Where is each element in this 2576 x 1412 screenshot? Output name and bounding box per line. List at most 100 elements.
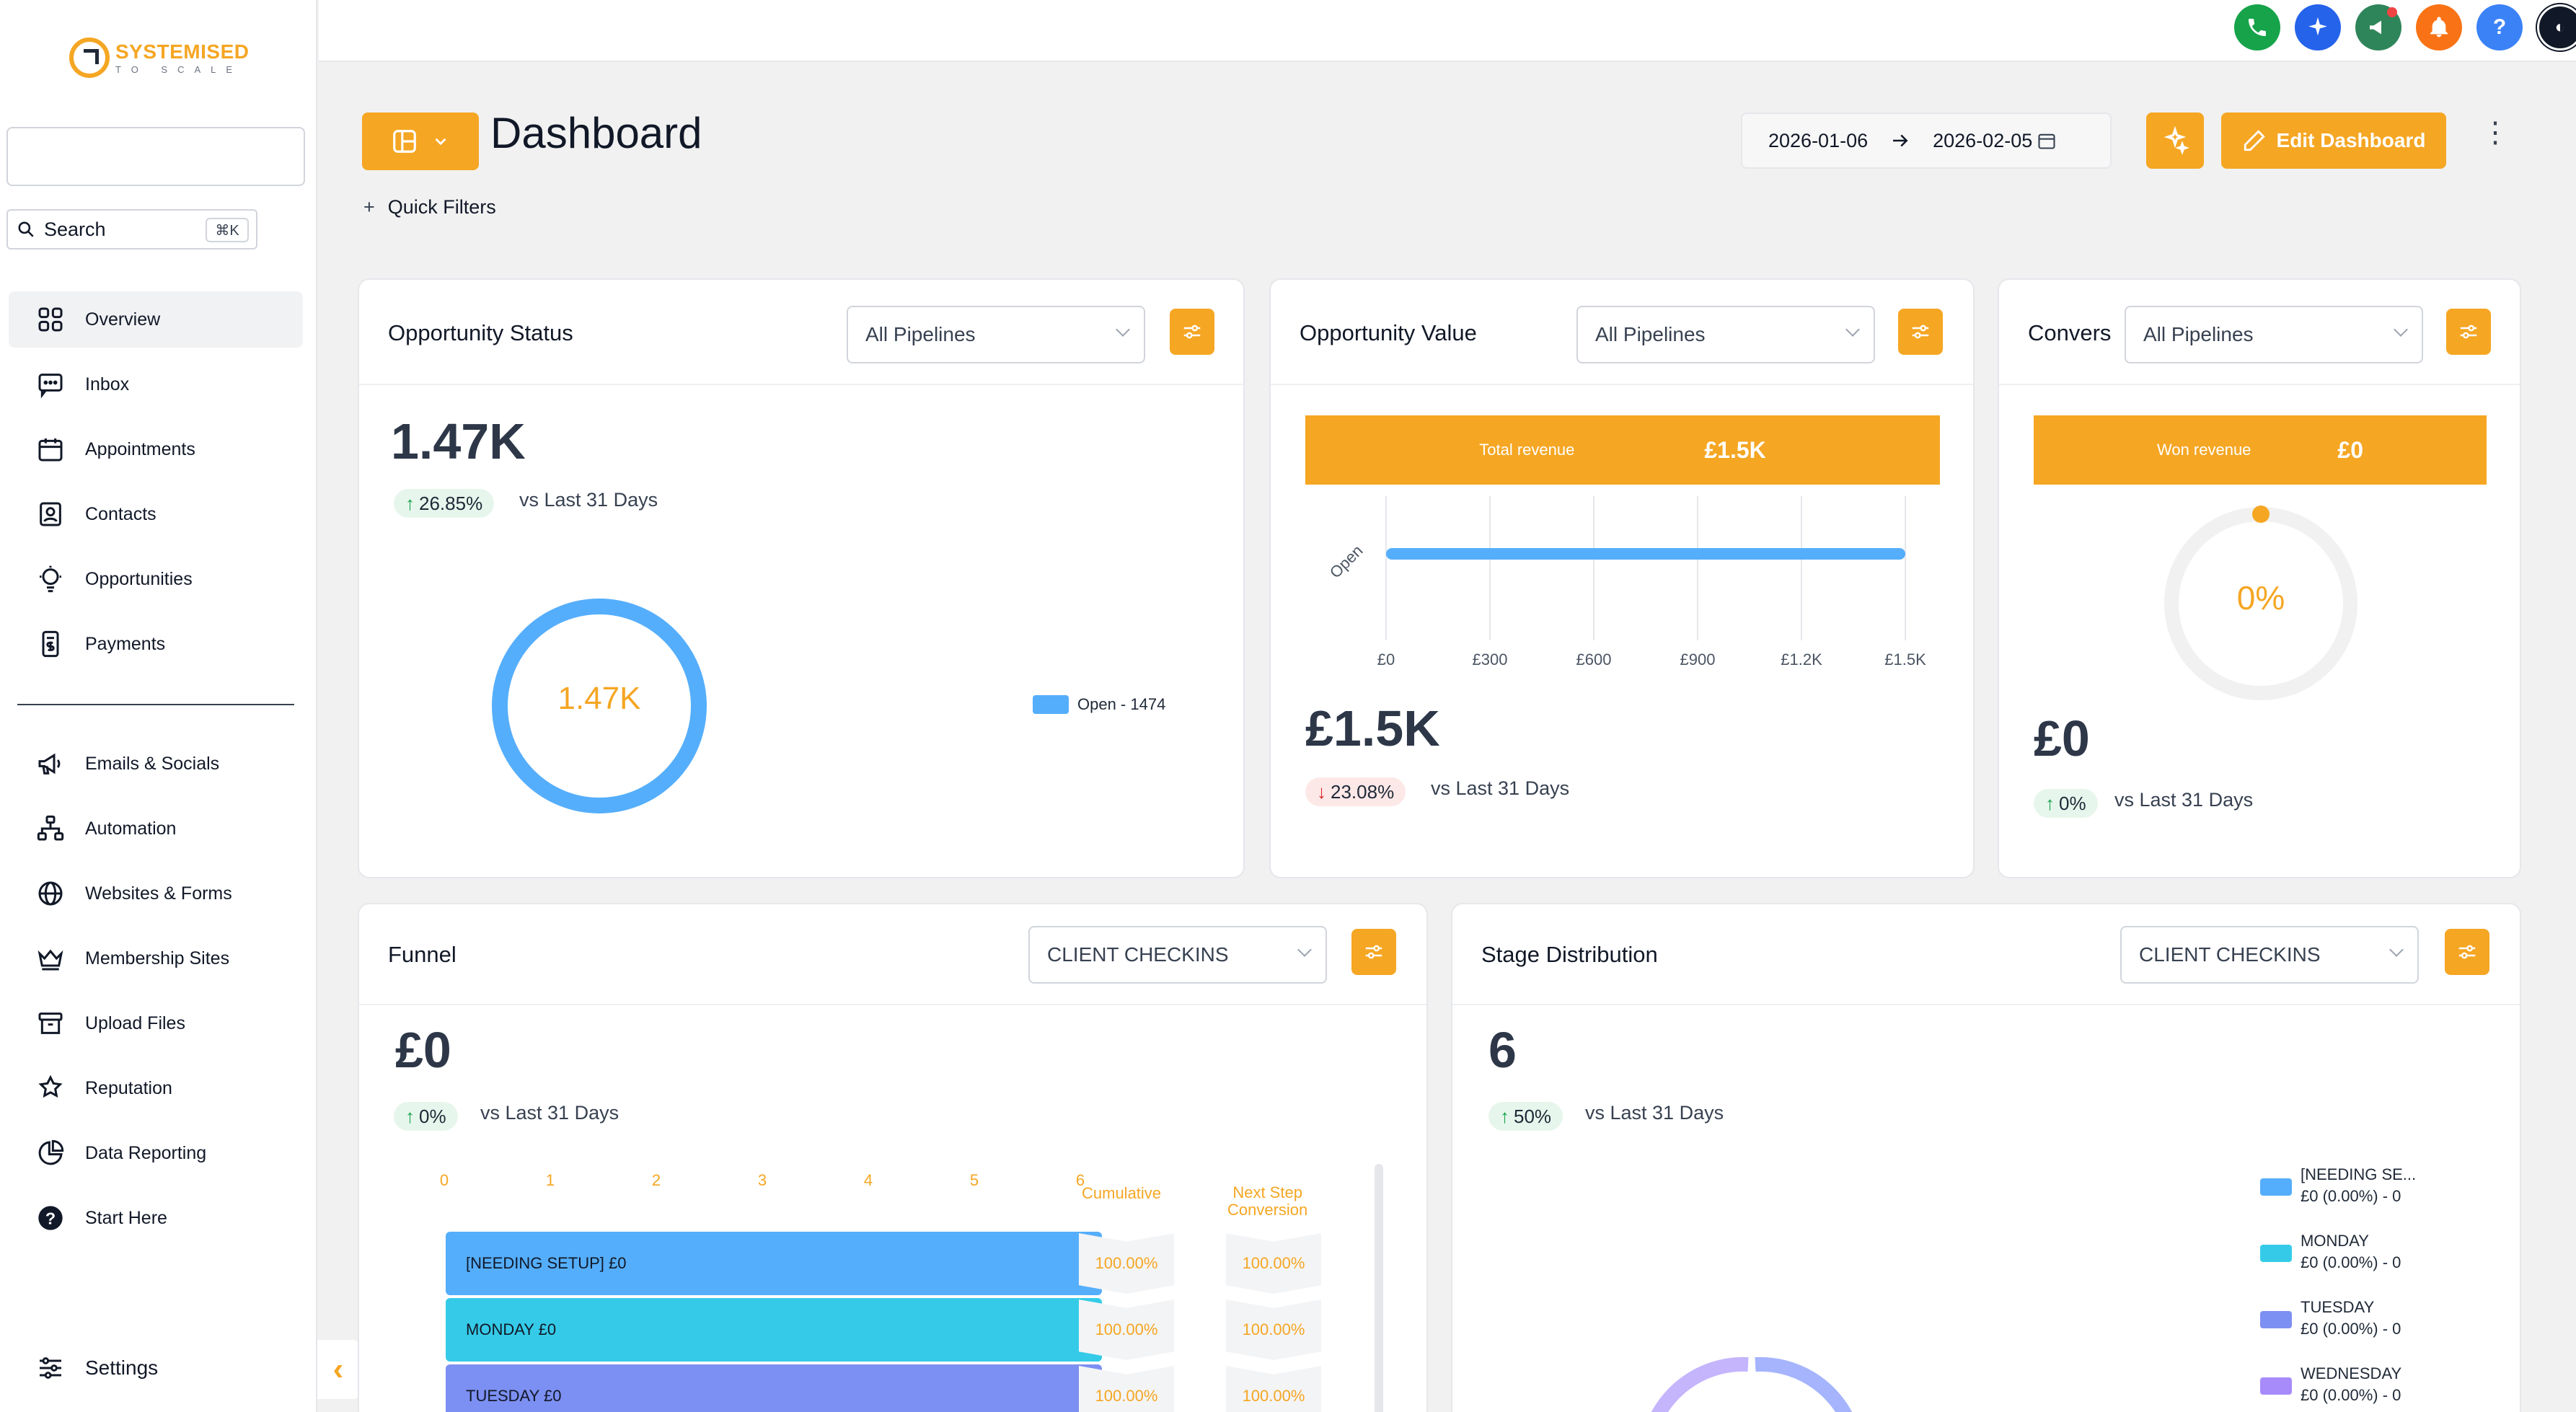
sidebar-item-label: Upload Files — [85, 1012, 185, 1033]
sidebar-item-overview[interactable]: Overview — [9, 291, 303, 348]
quick-filters-button[interactable]: + Quick Filters — [363, 196, 496, 219]
chevron-down-icon — [2389, 943, 2404, 957]
sidebar-item-automation[interactable]: Automation — [9, 800, 303, 857]
card-settings-button[interactable] — [2446, 309, 2491, 355]
sidebar-item-reputation[interactable]: Reputation — [9, 1060, 303, 1116]
legend-series-value: £0 (0.00%) - 0 — [2301, 1186, 2401, 1205]
funnel-bar[interactable]: TUESDAY £0 — [446, 1364, 1102, 1412]
legend-label[interactable]: WEDNESDAY £0 (0.00%) - 0 — [2301, 1363, 2401, 1406]
x-tick-label: 2 — [651, 1171, 661, 1189]
x-tick-label: 1 — [545, 1171, 555, 1189]
notifications-button[interactable] — [2416, 4, 2462, 50]
sidebar-item-label: Appointments — [85, 438, 195, 459]
change-value: 23.08% — [1331, 780, 1395, 803]
sidebar-item-payments[interactable]: Payments — [9, 616, 303, 672]
sidebar-item-opportunities[interactable]: Opportunities — [9, 551, 303, 607]
search-icon — [18, 221, 34, 237]
pipeline-select[interactable]: All Pipelines — [1576, 306, 1875, 363]
next-step-header-line1: Next Step — [1232, 1183, 1302, 1201]
sidebar-item-label: Opportunities — [85, 568, 193, 589]
plus-icon: + — [363, 196, 375, 218]
card-settings-button[interactable] — [1898, 309, 1943, 355]
sidebar-item-data-reporting[interactable]: Data Reporting — [9, 1125, 303, 1181]
legend-label[interactable]: Open - 1474 — [1077, 695, 1166, 713]
sidebar-item-label: Overview — [85, 309, 161, 330]
chevron-down-icon — [2394, 322, 2408, 337]
help-button[interactable]: ? — [2476, 4, 2523, 50]
opportunity-status-card: Opportunity Status All Pipelines 1.47K ↑… — [358, 278, 1245, 878]
collapse-sidebar-button[interactable]: ‹ — [317, 1340, 359, 1399]
location-switcher[interactable] — [6, 127, 305, 186]
metric-value: 6 — [1488, 1022, 1517, 1078]
donut-segment-tuesday[interactable] — [1755, 1356, 1853, 1412]
ai-insights-button[interactable] — [2146, 112, 2204, 169]
sidebar-item-inbox[interactable]: Inbox — [9, 356, 303, 412]
pie-chart-icon — [33, 1136, 68, 1170]
brand-name: SYSTEMISED — [115, 40, 250, 63]
lightbulb-icon — [33, 562, 68, 596]
next-step-value: 100.00% — [1226, 1366, 1321, 1412]
pipeline-select[interactable]: CLIENT CHECKINS — [1028, 926, 1327, 984]
sidebar-item-appointments[interactable]: Appointments — [9, 421, 303, 477]
pipeline-select[interactable]: CLIENT CHECKINS — [2120, 926, 2419, 984]
sidebar-search[interactable]: Search ⌘K — [6, 209, 257, 250]
sidebar-item-upload-files[interactable]: Upload Files — [9, 995, 303, 1051]
won-revenue-value: £0 — [2337, 436, 2364, 463]
brand-logo[interactable]: SYSTEMISED TO SCALE — [69, 37, 249, 78]
x-tick-label: £900 — [1680, 650, 1716, 669]
scrollbar[interactable] — [1375, 1164, 1383, 1412]
card-header: Funnel CLIENT CHECKINS — [359, 904, 1426, 1005]
change-value: 26.85% — [419, 492, 483, 514]
card-title: Stage Distribution — [1481, 942, 1658, 967]
stage-distribution-card: Stage Distribution CLIENT CHECKINS 6 ↑ 50… — [1451, 903, 2521, 1412]
sidebar-item-label: Start Here — [85, 1207, 167, 1228]
dashboard-switcher-button[interactable] — [362, 112, 479, 170]
legend-label[interactable]: MONDAY £0 (0.00%) - 0 — [2301, 1230, 2401, 1273]
edit-dashboard-button[interactable]: Edit Dashboard — [2221, 112, 2446, 169]
chevron-down-icon — [435, 138, 446, 146]
chevron-down-icon — [1116, 322, 1130, 337]
donut-segment-wednesday[interactable] — [1651, 1356, 1749, 1412]
legend-label[interactable]: [NEEDING SE... £0 (0.00%) - 0 — [2301, 1164, 2416, 1206]
phone-button[interactable] — [2234, 4, 2280, 50]
metric-value: £1.5K — [1305, 700, 1440, 756]
sidebar-item-start-here[interactable]: ? Start Here — [9, 1190, 303, 1246]
sidebar-item-label: Payments — [85, 633, 166, 654]
sidebar-item-settings[interactable]: Settings — [9, 1340, 303, 1396]
sidebar-item-emails-socials[interactable]: Emails & Socials — [9, 736, 303, 792]
workflow-icon — [33, 811, 68, 846]
megaphone-icon — [2370, 20, 2381, 35]
select-value: All Pipelines — [865, 323, 976, 345]
next-step-value: 100.00% — [1226, 1300, 1321, 1360]
funnel-bar[interactable]: [NEEDING SETUP] £0 — [446, 1232, 1102, 1295]
y-category-label: Open — [1326, 542, 1367, 582]
select-value: CLIENT CHECKINS — [2139, 943, 2321, 966]
notification-dot — [2387, 7, 2397, 17]
ai-assistant-button[interactable] — [2295, 4, 2341, 50]
date-range-picker[interactable]: 2026-01-06 2026-02-05 — [1741, 112, 2112, 169]
donut-segment-open[interactable] — [492, 599, 707, 813]
sidebar-item-label: Emails & Socials — [85, 753, 220, 774]
announcements-button[interactable] — [2355, 4, 2401, 50]
legend-series-value: £0 (0.00%) - 0 — [2301, 1253, 2401, 1271]
sliders-icon — [1365, 945, 1382, 959]
sidebar-item-membership-sites[interactable]: Membership Sites — [9, 930, 303, 987]
cumulative-value: 100.00% — [1079, 1366, 1174, 1412]
card-settings-button[interactable] — [1351, 929, 1396, 975]
sidebar-item-websites-forms[interactable]: Websites & Forms — [9, 865, 303, 922]
user-avatar[interactable]: ◐ — [2537, 4, 2576, 50]
search-shortcut: ⌘K — [206, 218, 249, 242]
status-donut-chart — [492, 599, 707, 813]
card-settings-button[interactable] — [1170, 309, 1214, 355]
card-settings-button[interactable] — [2445, 929, 2489, 975]
x-tick-label: £1.2K — [1781, 650, 1822, 669]
comparison-label: vs Last 31 Days — [2114, 789, 2254, 811]
bar-open[interactable] — [1386, 548, 1905, 560]
metric-value: £0 — [395, 1022, 451, 1078]
sidebar-item-contacts[interactable]: Contacts — [9, 486, 303, 542]
legend-label[interactable]: TUESDAY £0 (0.00%) - 0 — [2301, 1297, 2401, 1339]
more-options-icon[interactable]: ⋮ — [2481, 117, 2510, 149]
pipeline-select[interactable]: All Pipelines — [2125, 306, 2423, 363]
funnel-bar[interactable]: MONDAY £0 — [446, 1298, 1102, 1362]
pipeline-select[interactable]: All Pipelines — [847, 306, 1145, 363]
